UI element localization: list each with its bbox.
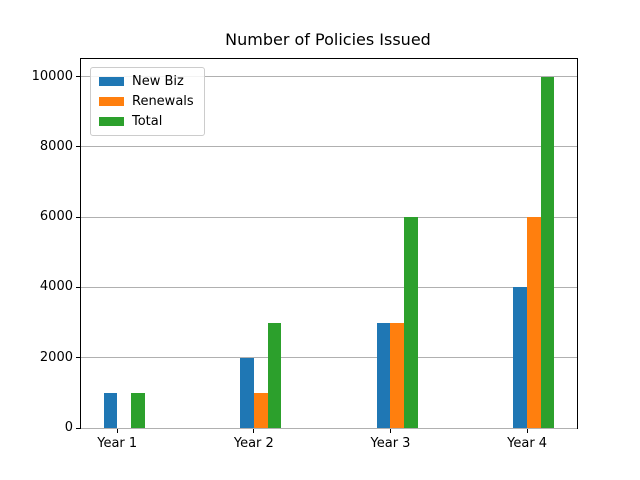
y-tick-mark	[76, 146, 80, 148]
legend-label-renewals: Renewals	[132, 94, 194, 109]
plot-area: 0 2000 4000 6000 8000 10000 Year 1 Year 2 Year 3…	[32, 58, 578, 451]
legend-label-total: Total	[132, 114, 163, 129]
chart-title: Number of Policies Issued	[225, 30, 431, 49]
legend-item-new-biz: New Biz	[99, 74, 194, 89]
x-tick-label-year-3: Year 3	[370, 436, 411, 451]
legend-swatch-renewals	[99, 97, 124, 106]
y-tick-label: 2000	[39, 349, 73, 365]
y-tick-label: 4000	[39, 279, 73, 295]
gridline-y-6000	[81, 216, 577, 218]
bar-total-year-1	[130, 392, 145, 428]
gridline-y-10000	[81, 76, 577, 78]
bar-total-year-4	[540, 76, 555, 428]
bar-renewals-year-2	[253, 392, 268, 428]
bar-renewals-year-4	[527, 217, 541, 428]
legend-swatch-new-biz	[99, 77, 124, 86]
legend-item-renewals: Renewals	[99, 94, 194, 109]
bar-renewals-year-3	[390, 322, 405, 428]
gridline-y-0	[81, 427, 577, 429]
x-tick-mark	[116, 429, 118, 433]
gridline-y-8000	[81, 146, 577, 148]
gridline-y-4000	[81, 286, 577, 288]
y-tick-mark	[76, 286, 80, 288]
x-tick-mark	[526, 429, 528, 433]
y-tick-label: 8000	[39, 138, 73, 154]
legend-item-total: Total	[99, 114, 194, 129]
bar-new-biz-year-1	[103, 392, 118, 428]
bar-total-year-2	[267, 322, 282, 428]
x-tick-mark	[253, 429, 255, 433]
y-tick-mark	[76, 76, 80, 78]
bar-new-biz-year-3	[376, 322, 391, 428]
y-tick-mark	[76, 216, 80, 218]
bar-new-biz-year-2	[240, 357, 254, 428]
legend-swatch-total	[99, 117, 124, 126]
y-tick-mark	[76, 427, 80, 429]
bar-total-year-3	[404, 217, 418, 428]
gridline-y-2000	[81, 357, 577, 359]
y-tick-label: 6000	[39, 209, 73, 225]
y-tick-label: 0	[64, 420, 73, 435]
x-tick-mark	[389, 429, 391, 433]
bar-new-biz-year-4	[513, 287, 528, 428]
x-tick-label-year-1: Year 1	[97, 436, 138, 451]
legend-box: New Biz Renewals Total	[90, 67, 205, 136]
legend-label-new-biz: New Biz	[132, 74, 184, 89]
x-tick-label-year-4: Year 4	[507, 436, 548, 451]
y-tick-mark	[76, 357, 80, 359]
x-tick-label-year-2: Year 2	[233, 436, 274, 451]
y-tick-label: 10000	[31, 68, 73, 84]
